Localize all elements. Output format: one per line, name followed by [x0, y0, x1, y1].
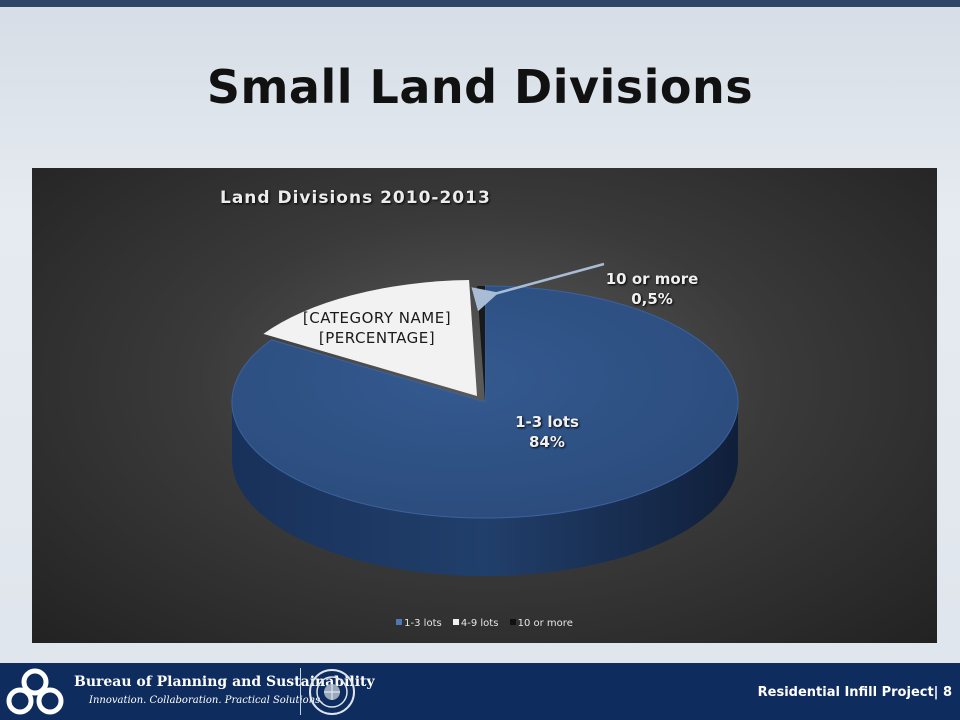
data-label-category: 10 or more: [605, 270, 699, 288]
footer-bar: Bureau of Planning and Sustainability In…: [0, 663, 960, 720]
footer-divider: [300, 668, 301, 715]
footer-project-page: Residential Infill Project| 8: [757, 685, 952, 700]
callout-arrow: [471, 262, 605, 312]
top-accent-bar: [0, 0, 960, 7]
legend-item-1-3-lots: 1-3 lots: [396, 618, 442, 629]
data-label-category: 1-3 lots: [515, 413, 579, 431]
pie-slice-4-9-lots: [263, 280, 477, 396]
legend-label: 10 or more: [517, 618, 573, 629]
pie-slice-side-1-3-lots: [232, 402, 738, 576]
legend-swatch: [452, 619, 459, 625]
bps-logo-icon: [6, 668, 64, 715]
legend-item-4-9-lots: 4-9 lots: [452, 618, 499, 629]
footer-tagline: Innovation. Collaboration. Practical Sol…: [89, 695, 324, 706]
legend-swatch: [509, 619, 516, 625]
city-seal-icon: [309, 669, 355, 715]
pie-chart-svg: [231, 262, 739, 576]
data-label-value: 84%: [529, 433, 565, 451]
pie-slice-10-or-more: [477, 286, 485, 402]
data-label-4-9-lots: [CATEGORY NAME] [PERCENTAGE]: [282, 308, 472, 348]
legend-swatch: [396, 619, 403, 625]
footer-org-name: Bureau of Planning and Sustainability: [74, 674, 375, 690]
legend-label: 1-3 lots: [404, 618, 442, 629]
chart-title: Land Divisions 2010-2013: [220, 188, 491, 208]
data-label-10-or-more: 10 or more 0,5%: [592, 269, 712, 309]
legend-item-10-or-more: 10 or more: [509, 618, 573, 629]
legend-label: 4-9 lots: [460, 618, 499, 629]
pie-slice-1-3-lots: [231, 285, 739, 519]
data-label-value: 0,5%: [631, 290, 673, 308]
data-label-value: [PERCENTAGE]: [318, 329, 436, 347]
chart-legend: 1-3 lots 4-9 lots 10 or more: [32, 618, 937, 629]
data-label-category: [CATEGORY NAME]: [302, 309, 452, 327]
chart-panel: Land Divisions 2010-2013 1-3 lots 84% [C…: [32, 168, 937, 643]
slide-title: Small Land Divisions: [206, 60, 754, 114]
data-label-1-3-lots: 1-3 lots 84%: [487, 412, 607, 452]
